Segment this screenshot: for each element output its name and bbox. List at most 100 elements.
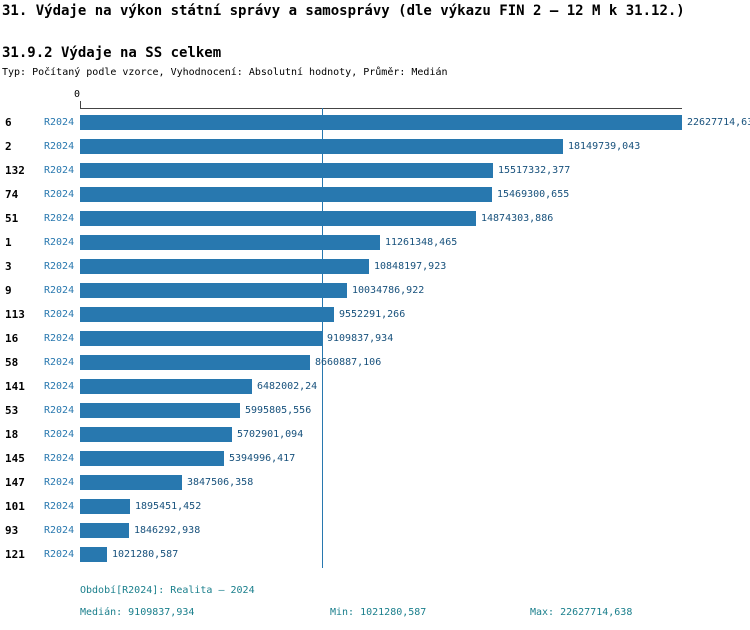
row-id-label: 58 [5, 356, 19, 369]
row-id-label: 113 [5, 308, 25, 321]
value-label: 1846292,938 [134, 525, 201, 536]
chart-row: 145 R2024 5394996,417 [0, 451, 750, 475]
row-id-label: 16 [5, 332, 19, 345]
series-label: R2024 [44, 357, 75, 368]
value-bar[interactable] [80, 115, 682, 130]
value-label: 10848197,923 [374, 261, 447, 272]
median-stat: Medián: 9109837,934 [80, 607, 195, 618]
row-id-label: 145 [5, 452, 25, 465]
value-label: 9109837,934 [327, 333, 394, 344]
series-label: R2024 [44, 501, 75, 512]
value-bar[interactable] [80, 307, 334, 322]
series-label: R2024 [44, 309, 75, 320]
series-label: R2024 [44, 333, 75, 344]
row-id-label: 93 [5, 524, 19, 537]
row-id-label: 9 [5, 284, 12, 297]
chart-row: 121 R2024 1021280,587 [0, 547, 750, 571]
chart-row: 18 R2024 5702901,094 [0, 427, 750, 451]
chart-row: 6 R2024 22627714,638 [0, 115, 750, 139]
value-bar[interactable] [80, 331, 322, 346]
report-title: 31. Výdaje na výkon státní správy a samo… [2, 3, 685, 19]
chart-row: 132 R2024 15517332,377 [0, 163, 750, 187]
row-id-label: 51 [5, 212, 19, 225]
series-label: R2024 [44, 261, 75, 272]
value-bar[interactable] [80, 475, 182, 490]
value-label: 10034786,922 [352, 285, 425, 296]
series-label: R2024 [44, 429, 75, 440]
chart-row: 1 R2024 11261348,465 [0, 235, 750, 259]
value-bar[interactable] [80, 259, 369, 274]
axis-tick [80, 101, 81, 108]
chart-row: 141 R2024 6482002,24 [0, 379, 750, 403]
value-bar[interactable] [80, 283, 347, 298]
value-bar[interactable] [80, 139, 563, 154]
value-label: 14874303,886 [481, 213, 554, 224]
section-title: 31.9.2 Výdaje na SS celkem [2, 45, 222, 61]
row-id-label: 53 [5, 404, 19, 417]
row-id-label: 74 [5, 188, 19, 201]
series-label: R2024 [44, 285, 75, 296]
row-id-label: 3 [5, 260, 12, 273]
value-label: 1021280,587 [112, 549, 179, 560]
chart-meta: Typ: Počítaný podle vzorce, Vyhodnocení:… [2, 67, 448, 78]
value-bar[interactable] [80, 499, 130, 514]
value-bar[interactable] [80, 187, 492, 202]
chart-row: 3 R2024 10848197,923 [0, 259, 750, 283]
series-label: R2024 [44, 117, 75, 128]
series-label: R2024 [44, 237, 75, 248]
value-bar[interactable] [80, 163, 493, 178]
row-id-label: 18 [5, 428, 19, 441]
chart-row: 9 R2024 10034786,922 [0, 283, 750, 307]
max-stat: Max: 22627714,638 [530, 607, 633, 618]
series-label: R2024 [44, 549, 75, 560]
axis-line [80, 108, 682, 109]
value-label: 15469300,655 [497, 189, 570, 200]
chart-row: 58 R2024 8660887,106 [0, 355, 750, 379]
series-label: R2024 [44, 165, 75, 176]
min-stat: Min: 1021280,587 [330, 607, 427, 618]
value-bar[interactable] [80, 379, 252, 394]
value-bar[interactable] [80, 547, 107, 562]
series-label: R2024 [44, 477, 75, 488]
period-label: Období[R2024]: Realita – 2024 [80, 585, 255, 596]
value-label: 6482002,24 [257, 381, 318, 392]
value-bar[interactable] [80, 403, 240, 418]
row-id-label: 101 [5, 500, 25, 513]
series-label: R2024 [44, 213, 75, 224]
series-label: R2024 [44, 525, 75, 536]
value-bar[interactable] [80, 427, 232, 442]
row-id-label: 132 [5, 164, 25, 177]
value-bar[interactable] [80, 355, 310, 370]
value-label: 5394996,417 [229, 453, 296, 464]
chart-row: 51 R2024 14874303,886 [0, 211, 750, 235]
row-id-label: 6 [5, 116, 12, 129]
value-bar[interactable] [80, 235, 380, 250]
value-label: 5702901,094 [237, 429, 304, 440]
row-id-label: 147 [5, 476, 25, 489]
value-label: 8660887,106 [315, 357, 382, 368]
chart-row: 74 R2024 15469300,655 [0, 187, 750, 211]
row-id-label: 2 [5, 140, 12, 153]
value-bar[interactable] [80, 211, 476, 226]
value-label: 11261348,465 [385, 237, 458, 248]
value-bar[interactable] [80, 523, 129, 538]
value-label: 5995805,556 [245, 405, 312, 416]
value-label: 9552291,266 [339, 309, 406, 320]
chart-row: 93 R2024 1846292,938 [0, 523, 750, 547]
chart-row: 53 R2024 5995805,556 [0, 403, 750, 427]
chart-row: 113 R2024 9552291,266 [0, 307, 750, 331]
series-label: R2024 [44, 405, 75, 416]
chart-row: 16 R2024 9109837,934 [0, 331, 750, 355]
row-id-label: 141 [5, 380, 25, 393]
value-label: 3847506,358 [187, 477, 254, 488]
value-label: 15517332,377 [498, 165, 571, 176]
series-label: R2024 [44, 381, 75, 392]
value-label: 22627714,638 [687, 117, 750, 128]
chart-row: 101 R2024 1895451,452 [0, 499, 750, 523]
row-id-label: 1 [5, 236, 12, 249]
row-id-label: 121 [5, 548, 25, 561]
chart-row: 147 R2024 3847506,358 [0, 475, 750, 499]
series-label: R2024 [44, 453, 75, 464]
value-bar[interactable] [80, 451, 224, 466]
axis-zero-label: 0 [74, 89, 81, 100]
